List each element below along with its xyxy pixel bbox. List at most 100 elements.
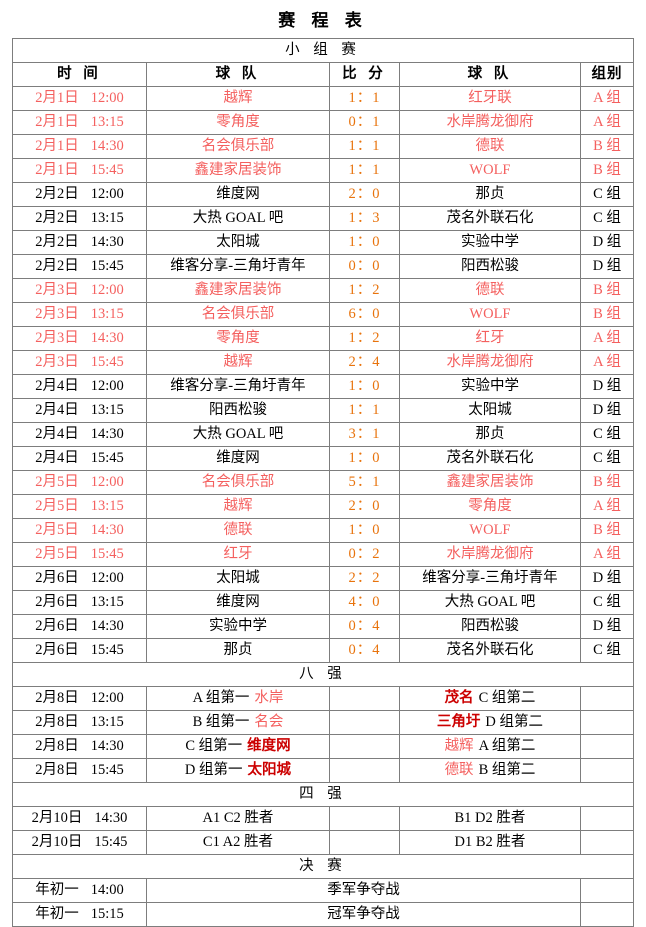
group-cell: [579, 806, 635, 831]
score-cell: [328, 686, 400, 711]
group-cell: C 组: [579, 638, 635, 663]
group-cell: [579, 758, 635, 783]
home-team-cell: 大热 GOAL 吧: [145, 206, 330, 231]
match-clock: 14:30: [90, 618, 124, 634]
table-row: 2月4日 15:45 维度网 1：0 茂名外联石化 C 组: [11, 446, 635, 471]
score-cell: 0：2: [328, 542, 400, 567]
match-time-cell: 2月3日 13:15: [11, 302, 147, 327]
section-row: 四 强: [11, 782, 635, 807]
home-team-cell: A 组第一 水岸: [145, 686, 330, 711]
match-time-cell: 2月2日 14:30: [11, 230, 147, 255]
match-clock: 12:00: [90, 282, 124, 298]
away-team-cell: 德联: [398, 278, 581, 303]
score-cell: 1：1: [328, 158, 400, 183]
group-cell: C 组: [579, 590, 635, 615]
col-header-home-team: 球 队: [145, 62, 330, 87]
table-row: 2月1日 12:00 越辉 1：1 红牙联 A 组: [11, 86, 635, 111]
home-team-cell: 太阳城: [145, 230, 330, 255]
score-cell: 1：0: [328, 230, 400, 255]
match-clock: 15:45: [90, 450, 124, 466]
score-cell: 0：1: [328, 110, 400, 135]
group-cell: B 组: [579, 302, 635, 327]
score-cell: 3：1: [328, 422, 400, 447]
match-clock: 13:15: [90, 210, 124, 226]
section-title-quarterfinals: 八 强: [11, 662, 635, 687]
match-date: 2月4日: [35, 450, 79, 466]
match-date: 2月8日: [35, 714, 79, 730]
match-time-cell: 2月5日 12:00: [11, 470, 147, 495]
home-qualified-team: 维度网: [247, 738, 291, 754]
away-seed-label: A 组第二: [478, 738, 536, 754]
match-date: 2月3日: [35, 354, 79, 370]
score-cell: 1：2: [328, 326, 400, 351]
away-team-cell: B1 D2 胜者: [398, 806, 581, 831]
away-team-cell: WOLF: [398, 518, 581, 543]
match-time-cell: 2月10日 15:45: [11, 830, 147, 855]
group-cell: [579, 830, 635, 855]
table-row: 2月4日 12:00 维客分享-三角圩青年 1：0 实验中学 D 组: [11, 374, 635, 399]
home-seed-label: C 组第一: [185, 738, 243, 754]
match-clock: 12:00: [90, 474, 124, 490]
home-team-cell: 零角度: [145, 326, 330, 351]
group-cell: [579, 710, 635, 735]
match-time-cell: 2月8日 12:00: [11, 686, 147, 711]
match-time-cell: 2月3日 12:00: [11, 278, 147, 303]
match-date: 2月2日: [35, 186, 79, 202]
match-time-cell: 2月8日 14:30: [11, 734, 147, 759]
away-team-cell: WOLF: [398, 302, 581, 327]
home-team-cell: 维度网: [145, 590, 330, 615]
match-date: 年初一: [35, 882, 79, 898]
match-time-cell: 2月3日 14:30: [11, 326, 147, 351]
home-team-cell: 红牙: [145, 542, 330, 567]
group-cell: D 组: [579, 254, 635, 279]
group-cell: A 组: [579, 86, 635, 111]
match-clock: 14:30: [90, 138, 124, 154]
match-date: 2月2日: [35, 210, 79, 226]
section-title-finals: 决 赛: [11, 854, 635, 879]
group-cell: A 组: [579, 326, 635, 351]
match-clock: 14:00: [90, 882, 124, 898]
away-team-cell: 茂名外联石化: [398, 638, 581, 663]
away-team-cell: 实验中学: [398, 230, 581, 255]
match-clock: 13:15: [90, 306, 124, 322]
match-time-cell: 2月6日 13:15: [11, 590, 147, 615]
group-cell: D 组: [579, 566, 635, 591]
away-team-cell: 越辉 A 组第二: [398, 734, 581, 759]
table-row: 年初一 15:15 冠军争夺战: [11, 902, 635, 927]
away-team-cell: 红牙联: [398, 86, 581, 111]
away-team-cell: 阳西松骏: [398, 614, 581, 639]
match-clock: 12:00: [90, 570, 124, 586]
match-clock: 12:00: [90, 90, 124, 106]
match-clock: 13:15: [90, 594, 124, 610]
home-team-cell: 越辉: [145, 86, 330, 111]
away-team-cell: 维客分享-三角圩青年: [398, 566, 581, 591]
score-cell: 0：0: [328, 254, 400, 279]
home-seed-label: D 组第一: [184, 762, 243, 778]
match-time-cell: 2月8日 13:15: [11, 710, 147, 735]
match-date: 2月5日: [35, 546, 79, 562]
home-team-cell: 实验中学: [145, 614, 330, 639]
away-seed-label: C 组第二: [478, 690, 536, 706]
away-team-cell: 那贞: [398, 182, 581, 207]
score-cell: 1：1: [328, 398, 400, 423]
group-cell: C 组: [579, 446, 635, 471]
table-row: 2月4日 13:15 阳西松骏 1：1 太阳城 D 组: [11, 398, 635, 423]
away-team-cell: 大热 GOAL 吧: [398, 590, 581, 615]
match-time-cell: 2月5日 15:45: [11, 542, 147, 567]
match-time-cell: 2月1日 12:00: [11, 86, 147, 111]
match-date: 2月4日: [35, 402, 79, 418]
table-row: 2月2日 12:00 维度网 2：0 那贞 C 组: [11, 182, 635, 207]
match-date: 2月6日: [35, 594, 79, 610]
home-team-cell: 太阳城: [145, 566, 330, 591]
column-header-row: 时 间球 队比 分球 队组别: [11, 62, 635, 87]
match-date: 2月3日: [35, 330, 79, 346]
match-date: 2月3日: [35, 306, 79, 322]
away-qualified-team: 越辉: [444, 738, 474, 754]
match-clock: 12:00: [90, 690, 124, 706]
away-team-cell: 鑫建家居装饰: [398, 470, 581, 495]
away-seed-label: B 组第二: [478, 762, 536, 778]
group-cell: B 组: [579, 134, 635, 159]
table-row: 2月3日 14:30 零角度 1：2 红牙 A 组: [11, 326, 635, 351]
